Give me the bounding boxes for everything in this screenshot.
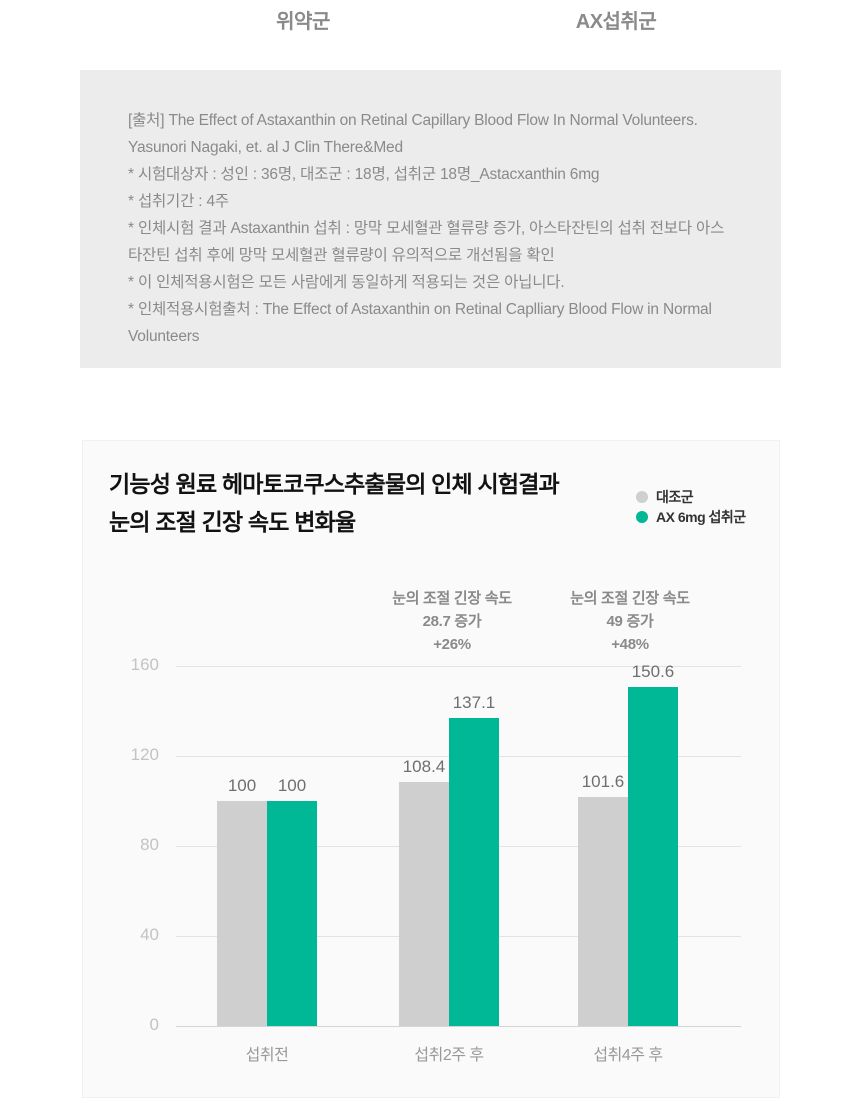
bar-ax-group2	[449, 717, 499, 1026]
y-axis-tick-label: 80	[140, 835, 159, 854]
citation-line-result: * 인체시험 결과 Astaxanthin 섭취 : 망막 모세혈관 혈류량 증…	[128, 220, 725, 264]
column-header-ax: AX섭취군	[575, 11, 657, 33]
annotation-line: 49 증가	[606, 613, 654, 630]
chart-title-line1: 기능성 원료 헤마토코쿠스추출물의 인체 시험결과	[109, 471, 560, 497]
annotation-line: 눈의 조절 긴장 속도	[392, 590, 512, 607]
x-axis-baseline	[176, 1026, 741, 1027]
bar-control-group2	[399, 782, 449, 1026]
legend-item-ax: AX 6mg 섭취군	[636, 507, 746, 527]
bar-value-label: 137.1	[452, 692, 496, 712]
citation-box: [출처] The Effect of Astaxanthin on Retina…	[80, 70, 781, 368]
y-axis-tick-label: 120	[130, 745, 159, 764]
y-axis-tick-label: 40	[140, 925, 159, 944]
bar-chart-plot: 0 40 80 120 160 100 100 섭취전 108.4 137.1 섭취2주 후 101.…	[83, 441, 779, 1097]
annotation-line: 눈의 조절 긴장 속도	[570, 590, 690, 607]
bar-value-label: 108.4	[402, 757, 446, 777]
x-axis-category-label: 섭취전	[245, 1047, 289, 1064]
legend-dot-icon	[636, 511, 648, 523]
x-axis-category-label: 섭취4주 후	[593, 1047, 663, 1064]
bar-control-group1	[217, 801, 267, 1026]
legend-item-control: 대조군	[636, 487, 746, 507]
bar-value-label: 100	[277, 776, 307, 795]
bar-ax-group3	[628, 687, 678, 1026]
chart-title-line2: 눈의 조절 긴장 속도 변화율	[109, 509, 356, 535]
legend-label: AX 6mg 섭취군	[656, 509, 746, 525]
y-axis-tick-label: 0	[149, 1015, 159, 1034]
bar-control-group3	[578, 797, 628, 1026]
citation-line-disclaimer: * 이 인체적용시험은 모든 사람에게 동일하게 적용되는 것은 아닙니다.	[128, 274, 565, 291]
annotation-line: +48%	[611, 636, 649, 653]
y-axis-tick-label: 160	[130, 655, 159, 674]
citation-line-source: [출처] The Effect of Astaxanthin on Retina…	[128, 112, 698, 156]
bar-value-label: 101.6	[581, 772, 625, 792]
chart-annotation-2weeks: 눈의 조절 긴장 속도 28.7 증가 +26%	[332, 587, 572, 656]
citation-line-subjects: * 시험대상자 : 성인 : 36명, 대조군 : 18명, 섭취군 18명_A…	[128, 166, 600, 183]
chart-title: 기능성 원료 헤마토코쿠스추출물의 인체 시험결과 눈의 조절 긴장 속도 변화…	[109, 465, 560, 541]
chart-legend: 대조군 AX 6mg 섭취군	[636, 487, 746, 527]
citation-line-duration: * 섭취기간 : 4주	[128, 193, 229, 210]
legend-dot-icon	[636, 491, 648, 503]
annotation-line: 28.7 증가	[422, 613, 482, 630]
chart-card: 기능성 원료 헤마토코쿠스추출물의 인체 시험결과 눈의 조절 긴장 속도 변화…	[82, 440, 780, 1098]
x-axis-category-label: 섭취2주 후	[414, 1047, 484, 1064]
bar-value-label: 100	[227, 776, 257, 795]
column-header-placebo: 위약군	[276, 11, 330, 33]
annotation-line: +26%	[433, 636, 471, 653]
legend-label: 대조군	[656, 489, 694, 505]
gridline	[176, 666, 741, 667]
citation-line-trial-source: * 인체적용시험출처 : The Effect of Astaxanthin o…	[128, 301, 712, 345]
bar-ax-group1	[267, 801, 317, 1026]
chart-annotation-4weeks: 눈의 조절 긴장 속도 49 증가 +48%	[510, 587, 750, 656]
bar-value-label: 150.6	[631, 662, 675, 682]
